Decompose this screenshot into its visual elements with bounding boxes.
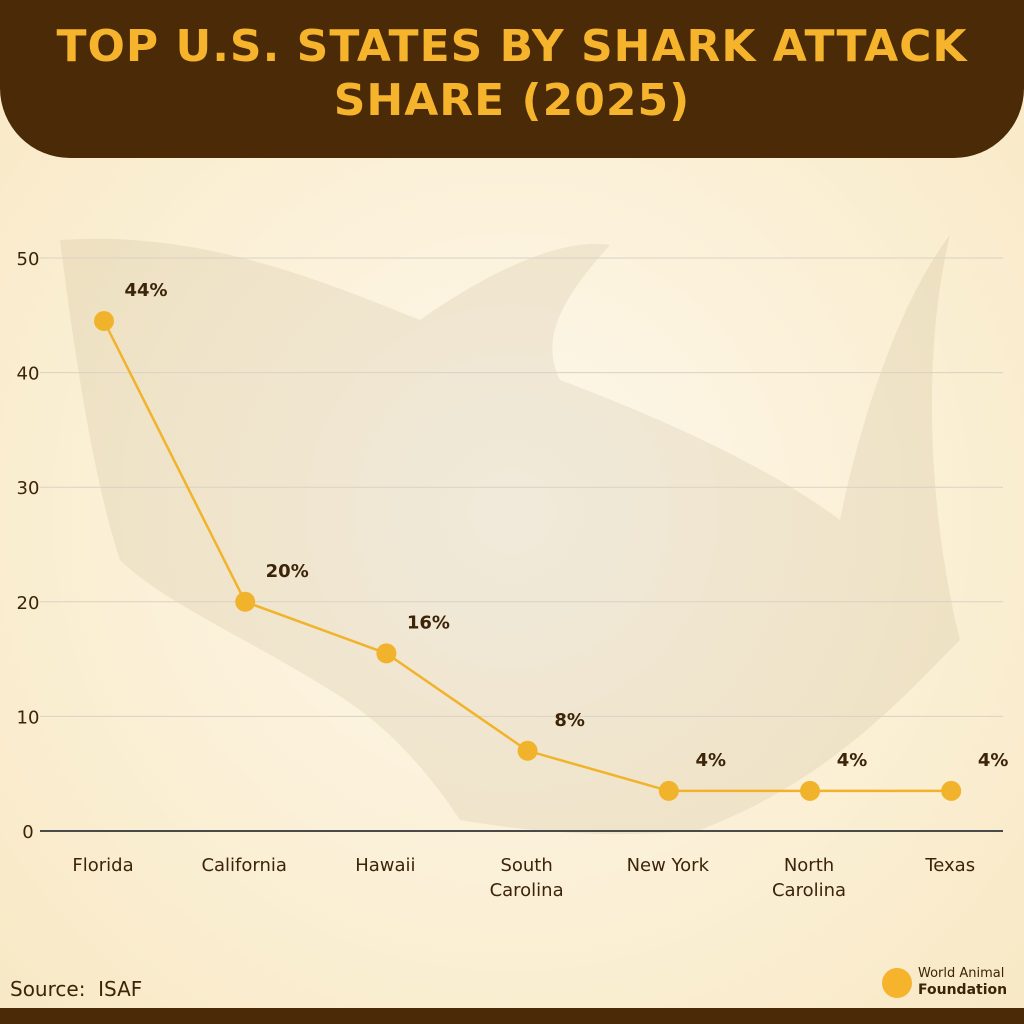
data-point xyxy=(800,780,820,801)
logo-icon xyxy=(882,968,912,998)
data-label: 4% xyxy=(978,750,1009,771)
data-point xyxy=(94,311,114,332)
chart-title: TOP U.S. STATES BY SHARK ATTACK SHARE (2… xyxy=(56,21,968,126)
data-label: 44% xyxy=(124,280,167,301)
x-tick-label: California xyxy=(201,855,286,876)
y-tick-label: 30 xyxy=(17,478,40,499)
data-points xyxy=(94,311,962,801)
data-point xyxy=(376,643,397,664)
data-label: 4% xyxy=(696,750,727,771)
x-tick-label: North Carolina xyxy=(772,855,846,901)
data-label: 4% xyxy=(837,750,868,771)
y-tick-label: 20 xyxy=(17,593,40,614)
data-point xyxy=(235,591,256,612)
data-point xyxy=(517,740,538,761)
logo-text-line1: World Animal xyxy=(918,966,1005,981)
data-labels: 44% 20% 16% 8% 4% 4% 4% xyxy=(124,280,1008,771)
gridlines xyxy=(40,257,1003,717)
x-axis-ticks: Florida California Hawaii South Carolina New … xyxy=(72,855,975,901)
x-tick-label: New York xyxy=(627,855,710,876)
logo-text-line2: Foundation xyxy=(918,982,1008,998)
data-point xyxy=(941,780,962,801)
x-tick-label: Texas xyxy=(924,855,975,876)
x-tick-label: South Carolina xyxy=(490,855,564,901)
y-tick-label: 40 xyxy=(17,364,40,385)
x-tick-label: Florida xyxy=(72,855,133,876)
x-tick-label: Hawaii xyxy=(355,855,415,876)
data-label: 20% xyxy=(266,561,309,582)
world-animal-foundation-logo: World Animal Foundation xyxy=(882,964,1022,1004)
header-banner: TOP U.S. STATES BY SHARK ATTACK SHARE (2… xyxy=(0,0,1024,158)
y-tick-label: 0 xyxy=(22,822,33,843)
y-axis-ticks: 0 10 20 30 40 50 xyxy=(17,249,40,843)
source-note: Source: ISAF xyxy=(10,977,143,1001)
data-label: 16% xyxy=(407,612,450,633)
footer-bar xyxy=(0,1008,1024,1024)
y-tick-label: 10 xyxy=(17,707,40,728)
y-tick-label: 50 xyxy=(17,249,40,270)
data-point xyxy=(658,780,679,801)
shark-watermark xyxy=(60,235,960,835)
data-label: 8% xyxy=(554,710,585,731)
